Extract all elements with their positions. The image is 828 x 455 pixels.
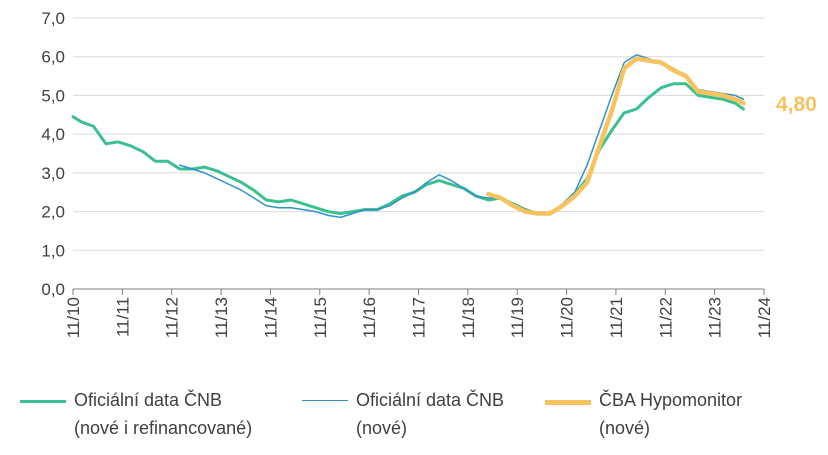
legend-item-cba: ČBA Hypomonitor (nové) <box>545 386 742 442</box>
x-tick-label: 11/24 <box>755 297 774 338</box>
legend-label: ČBA Hypomonitor <box>599 390 743 410</box>
x-tick-label: 11/21 <box>607 297 626 338</box>
x-tick-label: 11/13 <box>212 297 231 338</box>
y-tick-label: 4,0 <box>41 125 65 144</box>
y-axis: 0,0 1,0 2,0 3,0 4,0 5,0 6,0 7,0 <box>41 9 65 299</box>
legend-swatch-orange <box>545 400 591 405</box>
x-tick-label: 11/10 <box>64 297 83 338</box>
gridlines <box>73 17 764 251</box>
end-value-label: 4,80 <box>776 93 817 116</box>
legend-label-sub: (nové) <box>599 418 651 438</box>
y-tick-label: 2,0 <box>41 203 65 222</box>
x-tick-label: 11/17 <box>410 297 429 338</box>
legend-item-cnb-all: Oficiální data ČNB (nové i refinancované… <box>20 386 252 442</box>
x-tick-label: 11/18 <box>459 297 478 338</box>
series-line-cnb-all <box>71 82 745 215</box>
legend-label: Oficiální data ČNB <box>74 390 223 410</box>
x-tick-label: 11/12 <box>163 297 182 338</box>
x-tick-label: 11/20 <box>558 297 577 338</box>
y-tick-label: 3,0 <box>41 164 65 183</box>
chart-legend: Oficiální data ČNB (nové i refinancované… <box>0 386 828 450</box>
x-tick-label: 11/16 <box>360 297 379 338</box>
x-tick-label: 11/15 <box>311 297 330 338</box>
y-tick-label: 0,0 <box>41 280 65 299</box>
y-tick-label: 6,0 <box>41 48 65 67</box>
x-axis: 11/10 11/11 11/12 11/13 11/14 11/15 11/16 11/17… <box>64 288 774 338</box>
x-tick-label: 11/22 <box>656 297 675 338</box>
series-line-cnb-new <box>179 54 745 219</box>
y-tick-label: 7,0 <box>41 9 65 28</box>
x-tick-label: 11/23 <box>706 297 725 338</box>
series-lines <box>71 54 746 219</box>
x-tick-label: 11/11 <box>113 297 132 337</box>
y-tick-label: 1,0 <box>41 241 65 260</box>
legend-swatch-green <box>20 400 66 403</box>
legend-swatch-blue <box>302 400 348 401</box>
x-tick-label: 11/14 <box>261 297 280 338</box>
legend-item-cnb-new: Oficiální data ČNB (nové) <box>302 386 504 442</box>
line-chart: 0,0 1,0 2,0 3,0 4,0 5,0 6,0 7,0 11/10 11/11 11/12… <box>41 9 817 338</box>
legend-label-sub: (nové) <box>356 418 408 438</box>
legend-label-sub: (nové i refinancované) <box>74 418 253 438</box>
x-tick-label: 11/19 <box>508 297 527 338</box>
y-tick-label: 5,0 <box>41 86 65 105</box>
series-line-cba-hypomonitor <box>486 56 746 216</box>
legend-label: Oficiální data ČNB <box>356 390 505 410</box>
